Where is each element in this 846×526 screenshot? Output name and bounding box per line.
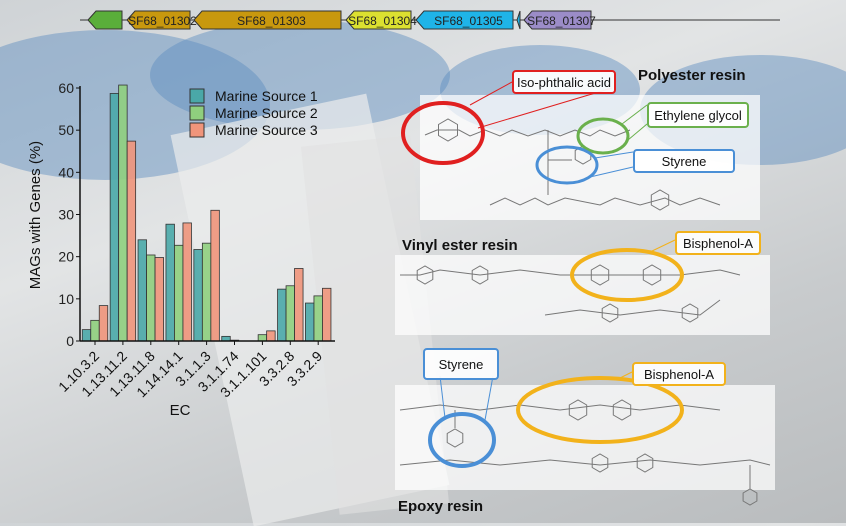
benzene-ring bbox=[612, 399, 632, 421]
label-bisphenol-a-epoxy: Bisphenol-A bbox=[632, 362, 726, 386]
gene-cluster: SF68_01302 SF68_01303 SF68_01304 SF68_01305… bbox=[80, 10, 780, 30]
gene-label: SF68_01302 bbox=[128, 14, 197, 28]
callout-line bbox=[627, 123, 648, 141]
benzene-ring bbox=[681, 303, 699, 323]
legend-swatch bbox=[189, 105, 205, 121]
benzene-ring bbox=[416, 265, 434, 285]
gene-arrow bbox=[126, 10, 191, 30]
callout-line bbox=[589, 166, 634, 178]
y-tick-label: 60 bbox=[58, 80, 74, 96]
label-ethylene-glycol: Ethylene glycol bbox=[647, 102, 749, 128]
benzene-ring bbox=[568, 399, 588, 421]
vinyl-panel bbox=[395, 255, 770, 335]
legend-swatch bbox=[189, 122, 205, 138]
ethylene-glycol-ellipse bbox=[576, 117, 630, 155]
benzene-ring bbox=[636, 453, 654, 473]
benzene-ring bbox=[742, 488, 758, 506]
y-tick-label: 10 bbox=[58, 291, 74, 307]
callout-line bbox=[594, 151, 634, 159]
label-bisphenol-a-vinyl: Bisphenol-A bbox=[675, 231, 761, 255]
benzene-ring bbox=[650, 189, 670, 211]
bond-chain bbox=[399, 404, 721, 411]
benzene-ring bbox=[471, 265, 489, 285]
gene-arrow bbox=[415, 10, 514, 30]
y-tick-label: 40 bbox=[58, 164, 74, 180]
callout-line bbox=[469, 81, 513, 106]
gene-label: SF68_01305 bbox=[434, 14, 503, 28]
bond-chain bbox=[544, 299, 721, 316]
polyester-title: Polyester resin bbox=[638, 67, 746, 84]
benzene-ring bbox=[438, 118, 458, 142]
callout-line bbox=[619, 371, 633, 379]
bond-chain bbox=[399, 459, 771, 466]
benzene-ring bbox=[590, 264, 610, 286]
benzene-ring bbox=[591, 453, 609, 473]
callout-line bbox=[439, 375, 446, 419]
legend-swatch bbox=[189, 88, 205, 104]
gene-arrow bbox=[345, 10, 412, 30]
gene-arrow bbox=[193, 10, 342, 30]
x-axis-label: EC bbox=[170, 402, 191, 419]
legend-label: Marine Source 3 bbox=[215, 122, 318, 138]
bisphenol-a-ellipse bbox=[570, 248, 684, 302]
gene-arrow bbox=[87, 10, 123, 30]
iso-phthalic-acid-ellipse bbox=[401, 101, 485, 165]
callout-line bbox=[621, 104, 648, 125]
bond-chain bbox=[400, 269, 741, 276]
y-tick-label: 0 bbox=[66, 333, 74, 349]
bond-chain bbox=[489, 197, 721, 206]
callout-line bbox=[477, 87, 613, 129]
benzene-ring bbox=[446, 428, 464, 448]
epoxy-title: Epoxy resin bbox=[398, 498, 484, 515]
styrene-ellipse bbox=[535, 145, 599, 185]
legend-label: Marine Source 2 bbox=[215, 105, 318, 121]
benzene-ring bbox=[601, 303, 619, 323]
vinyl-title: Vinyl ester resin bbox=[402, 237, 518, 254]
y-tick-label: 50 bbox=[58, 122, 74, 138]
callout-line bbox=[649, 239, 676, 253]
gene-arrow bbox=[523, 10, 592, 30]
label-styrene-polyester: Styrene bbox=[633, 149, 735, 173]
gene-label: SF68_01303 bbox=[237, 14, 306, 28]
benzene-ring bbox=[642, 264, 662, 286]
y-axis-label: MAGs with Genes (%) bbox=[27, 141, 44, 289]
epoxy-panel bbox=[395, 385, 775, 490]
gene-arrow bbox=[516, 10, 521, 30]
bond-chain bbox=[424, 129, 631, 137]
y-tick-label: 20 bbox=[58, 249, 74, 265]
label-iso-phthalic-acid: Iso-phthalic acid bbox=[512, 70, 616, 94]
legend-label: Marine Source 1 bbox=[215, 88, 318, 104]
styrene-ellipse bbox=[428, 412, 496, 468]
bisphenol-a-ellipse bbox=[516, 376, 684, 444]
gene-label: SF68_01304 bbox=[348, 14, 417, 28]
gene-label: SF68_01307 bbox=[527, 14, 596, 28]
label-styrene-epoxy: Styrene bbox=[423, 348, 499, 380]
y-tick-label: 30 bbox=[58, 207, 74, 223]
callout-line bbox=[484, 375, 494, 421]
